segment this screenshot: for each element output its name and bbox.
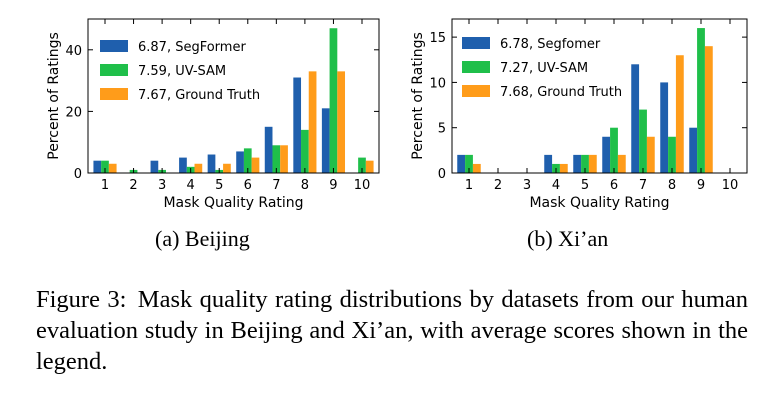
bar-gt-4 [194,163,203,173]
plot-frame [87,18,380,174]
bar-segformer-8 [660,82,669,173]
x-tick-label: 4 [187,178,195,193]
bar-uvsam-6 [610,127,618,173]
x-tick-label: 6 [610,178,618,193]
x-tick-label: 5 [581,178,589,193]
bar-uvsam-9 [329,28,338,173]
bar-segformer-4 [179,157,187,173]
bar-uvsam-5 [581,154,589,173]
bar-segformer-6 [236,151,244,173]
subcaption-beijing: (a) Beijing [155,226,250,251]
legend-swatch-uvsam [462,61,490,73]
bar-segformer-7 [264,126,273,173]
x-tick-label: 2 [129,178,137,193]
bar-segformer-6 [602,136,611,173]
subcaption-xian: (b) Xi’an [527,226,609,251]
y-axis-label: Percent of Ratings [410,32,426,160]
x-tick-label: 8 [668,178,676,193]
bar-gt-7 [646,136,655,173]
legend-swatch-gt [100,88,128,100]
bar-uvsam-1 [101,160,109,173]
legend-label-gt: 7.67, Ground Truth [138,88,260,103]
bar-uvsam-9 [697,28,705,174]
bar-segformer-9 [321,108,330,173]
plot-frame [451,18,748,174]
y-tick-label: 20 [65,105,82,120]
legend-label-uvsam: 7.59, UV-SAM [138,64,226,79]
bar-segformer-1 [93,160,102,173]
bar-uvsam-1 [465,154,473,173]
bar-gt-9 [337,71,346,173]
x-axis-label: Mask Quality Rating [529,195,669,211]
y-axis-label: Percent of Ratings [46,32,62,160]
x-tick-label: 7 [639,178,647,193]
bar-segformer-5 [207,154,216,173]
x-tick-label: 3 [158,178,166,193]
bar-gt-8 [308,71,317,173]
xian-chart: 1 2 3 4 5 6 7 8 9 10 0 5 10 15 Mask Quality Rating Perc… [410,18,748,211]
legend-swatch-gt [462,85,490,97]
bar-segformer-4 [544,154,553,173]
x-tick-label: 5 [215,178,223,193]
bar-segformer-5 [573,154,582,173]
y-tick-label: 15 [429,31,446,46]
bar-uvsam-6 [243,148,252,173]
bar-gt-6 [617,154,626,173]
bar-gt-4 [559,163,568,173]
caption-text: Mask quality rating distributions by dat… [36,286,749,375]
y-tick-label: 0 [74,167,82,182]
x-tick-label: 10 [722,178,739,193]
x-tick-label: 2 [494,178,502,193]
bar-gt-1 [472,163,481,173]
bar-segformer-8 [293,77,302,173]
legend: 6.87, SegFormer 7.59, UV-SAM 7.67, Ground … [100,40,260,103]
x-tick-label: 7 [272,178,280,193]
bar-gt-10 [365,160,374,173]
x-tick-label: 8 [301,178,309,193]
x-tick-label: 10 [354,178,371,193]
x-tick-label: 9 [697,178,705,193]
bar-segformer-7 [631,64,640,173]
x-tick-label: 3 [523,178,531,193]
y-tick-label: 40 [65,44,82,59]
y-tick-label: 5 [438,122,446,137]
caption-label: Figure 3: [36,286,127,313]
bar-segformer-9 [689,127,698,173]
bar-gt-9 [704,46,713,173]
bar-segformer-3 [150,160,159,173]
bar-gt-5 [223,163,231,173]
beijing-chart: 1 2 3 4 5 6 7 8 9 10 0 20 40 Mask Quality Rating Perce… [46,18,380,211]
bar-uvsam-7 [639,109,647,173]
bar-uvsam-7 [272,145,281,173]
x-tick-label: 1 [465,178,473,193]
legend-swatch-segformer [462,37,490,49]
legend-label-gt: 7.68, Ground Truth [500,85,622,100]
bar-gt-1 [108,163,117,173]
x-axis-label: Mask Quality Rating [163,195,303,211]
legend-label-segformer: 6.87, SegFormer [138,40,246,55]
x-tick-label: 4 [552,178,560,193]
bar-gt-7 [280,145,288,173]
bar-gt-5 [588,154,597,173]
x-tick-label: 1 [101,178,109,193]
bar-segformer-1 [457,154,466,173]
figure-caption: Figure 3: Mask quality rating distributi… [36,284,748,377]
x-tick-label: 6 [244,178,252,193]
bar-gt-8 [675,55,684,173]
bar-uvsam-8 [301,129,309,173]
x-tick-label: 9 [329,178,337,193]
legend: 6.78, Segfomer 7.27, UV-SAM 7.68, Ground T… [462,37,622,100]
bar-uvsam-10 [358,157,366,173]
y-tick-label: 0 [438,167,446,182]
bar-uvsam-8 [668,136,676,173]
legend-swatch-uvsam [100,64,128,76]
legend-label-uvsam: 7.27, UV-SAM [500,61,588,76]
bar-gt-6 [251,157,260,173]
legend-swatch-segformer [100,40,128,52]
y-tick-label: 10 [429,76,446,91]
legend-label-segformer: 6.78, Segfomer [500,37,601,52]
